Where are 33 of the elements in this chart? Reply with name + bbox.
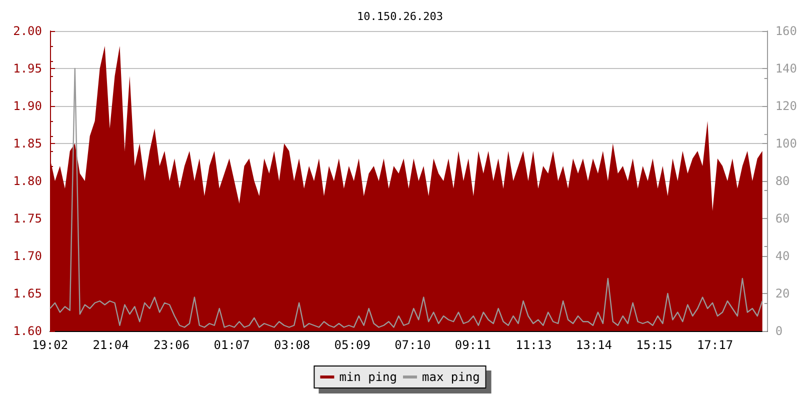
x-tick-label: 23:06 bbox=[153, 338, 190, 352]
y2-tick-label: 40 bbox=[775, 249, 790, 263]
y-tick-label: 1.65 bbox=[13, 286, 42, 300]
y2-tick-label: 0 bbox=[775, 324, 783, 338]
x-tick-label: 07:10 bbox=[394, 338, 431, 352]
y-tick-label: 1.60 bbox=[13, 324, 42, 338]
y2-tick-label: 100 bbox=[775, 136, 798, 150]
y2-tick-label: 60 bbox=[775, 212, 790, 226]
x-tick-label: 17:17 bbox=[696, 338, 734, 352]
y-tick-label: 1.95 bbox=[13, 62, 42, 76]
legend-label: max ping bbox=[422, 370, 480, 384]
y2-tick-label: 80 bbox=[775, 174, 790, 188]
x-tick-label: 21:04 bbox=[92, 338, 129, 352]
chart-title: 10.150.26.203 bbox=[356, 10, 444, 23]
legend-label: min ping bbox=[339, 370, 397, 384]
x-tick-label: 09:11 bbox=[454, 338, 491, 352]
x-tick-label: 19:02 bbox=[32, 338, 68, 352]
y-tick-label: 1.85 bbox=[13, 136, 42, 150]
x-tick-label: 01:07 bbox=[214, 338, 250, 352]
x-tick-label: 15:15 bbox=[636, 338, 672, 352]
y-tick-label: 1.70 bbox=[13, 249, 42, 263]
y2-tick-label: 140 bbox=[775, 62, 798, 76]
x-tick-label: 05:09 bbox=[334, 338, 370, 352]
x-tick-label: 13:14 bbox=[576, 338, 612, 352]
x-tick-label: 11:13 bbox=[516, 338, 552, 352]
y2-tick-label: 160 bbox=[775, 24, 798, 38]
y2-tick-label: 120 bbox=[775, 99, 798, 113]
y-tick-label: 1.75 bbox=[13, 212, 42, 226]
x-tick-label: 03:08 bbox=[274, 338, 310, 352]
y-tick-label: 1.80 bbox=[13, 174, 42, 188]
y-tick-label: 1.90 bbox=[13, 99, 42, 113]
y2-tick-label: 20 bbox=[775, 286, 790, 300]
y-tick-label: 2.00 bbox=[13, 24, 42, 38]
